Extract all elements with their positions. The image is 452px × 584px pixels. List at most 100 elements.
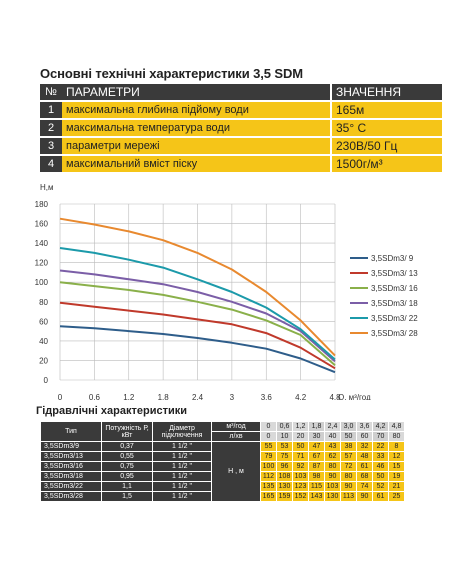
q-ls-cell: 60	[356, 431, 373, 442]
head-cell: 53	[276, 441, 293, 452]
hydraulic-table: Тип Потужність Р, кВт Діаметр підключення м…	[40, 421, 405, 502]
col-power: Потужність Р, кВт	[101, 421, 153, 442]
pump-diameter: 1 1/2 "	[152, 451, 212, 462]
series-line	[59, 281, 336, 367]
pump-diameter: 1 1/2 "	[152, 491, 212, 502]
head-cell: 67	[308, 451, 325, 462]
specs-value: 35° С	[331, 119, 442, 138]
head-cell: 74	[356, 481, 373, 492]
head-cell: 62	[324, 451, 341, 462]
specs-row: 4 максимальний вміст піску 1500г/м³	[40, 155, 442, 174]
specs-num: 1	[40, 101, 62, 120]
specs-header-num: №	[40, 84, 62, 102]
pump-curve-chart: 0 20 40 60 80 100 120 140 160 180 0 0,6 1,2 1,8 2,4 3 3,…	[35, 183, 419, 400]
q-ls-cell: 80	[388, 431, 405, 442]
head-cell: 47	[308, 441, 325, 452]
head-cell: 32	[356, 441, 373, 452]
head-cell: 8	[388, 441, 405, 452]
y-axis-label: H,м	[40, 183, 54, 192]
y-tick-label: 120	[35, 259, 49, 268]
legend-label: 3,5SDm3/ 13	[371, 269, 418, 278]
head-cell: 50	[372, 471, 389, 482]
q-m3-cell: 0,6	[276, 421, 293, 432]
head-cell: 92	[292, 461, 309, 472]
q-m3-cell: 2,4	[324, 421, 341, 432]
head-cell: 57	[340, 451, 357, 462]
series-line	[59, 269, 336, 363]
head-cell: 123	[292, 481, 309, 492]
specs-row: 1 максимальна глибина підйому води 165м	[40, 101, 442, 120]
head-cell: 130	[324, 491, 341, 502]
hydraulic-header-row: л/хв 0 10 20 30 40 50 60 70 80	[41, 431, 405, 442]
specs-param: максимальний вміст піску	[62, 155, 332, 174]
head-cell: 75	[276, 451, 293, 462]
pump-type: 3,5SDm3/9	[40, 441, 102, 452]
pump-power: 0,75	[101, 461, 153, 472]
specs-num: 3	[40, 137, 62, 156]
y-tick-label: 180	[35, 200, 49, 209]
table-row: 3,5SDm3/18 0,95 1 1/2 " 112 108 103 98 90 80 68 50…	[40, 471, 405, 482]
y-tick-label: 0	[44, 376, 49, 385]
head-cell: 165	[260, 491, 277, 502]
q-ls-cell: 40	[324, 431, 341, 442]
specs-value: 165м	[331, 101, 442, 120]
table-row: 3,5SDm3/9 0,37 1 1/2 " Н , м 55 53 50 47 43 38 32 2…	[40, 441, 405, 502]
x-tick-label: 1,8	[158, 393, 170, 400]
x-tick-label: 0	[58, 393, 63, 400]
unit-m3: м³/год	[211, 421, 261, 432]
head-cell: 33	[372, 451, 389, 462]
col-type: Тип	[40, 421, 102, 442]
legend-label: 3,5SDm3/ 28	[371, 329, 418, 338]
table-row: 3,5SDm3/28 1,5 1 1/2 " 165 159 152 143 130 113 90…	[40, 491, 405, 502]
q-m3-cell: 0	[260, 421, 277, 432]
head-cell: 68	[356, 471, 373, 482]
x-tick-label: 3	[230, 393, 235, 400]
head-cell: 135	[260, 481, 277, 492]
y-tick-label: 160	[35, 220, 49, 229]
x-axis-label: Q, м³/год	[338, 393, 371, 400]
head-cell: 38	[340, 441, 357, 452]
pump-diameter: 1 1/2 "	[152, 461, 212, 472]
head-cell: 48	[356, 451, 373, 462]
specs-num: 4	[40, 155, 62, 174]
head-cell: 96	[276, 461, 293, 472]
head-cell: 61	[372, 491, 389, 502]
head-cell: 143	[308, 491, 325, 502]
head-cell: 80	[324, 461, 341, 472]
q-ls-cell: 30	[308, 431, 325, 442]
hydraulic-title: Гідравлічні характеристики	[36, 405, 188, 417]
hydraulic-header-row: Тип Потужність Р, кВт Діаметр підключення м…	[40, 421, 405, 442]
pump-diameter: 1 1/2 "	[152, 471, 212, 482]
x-tick-label: 4,8	[329, 393, 341, 400]
q-m3-cell: 4,2	[372, 421, 389, 432]
x-tick-label: 3,6	[261, 393, 273, 400]
x-tick-label: 1,2	[123, 393, 135, 400]
unit-head: Н , м	[211, 441, 261, 502]
head-cell: 87	[308, 461, 325, 472]
pump-power: 0,95	[101, 471, 153, 482]
head-cell: 90	[340, 481, 357, 492]
head-cell: 19	[388, 471, 405, 482]
table-row: 3,5SDm3/16 0,75 1 1/2 " 100 96 92 87 80 72 61 46 15	[40, 461, 405, 472]
head-cell: 90	[324, 471, 341, 482]
y-tick-label: 80	[39, 298, 48, 307]
head-cell: 113	[340, 491, 357, 502]
series-line	[59, 247, 336, 361]
x-tick-label: 2,4	[192, 393, 204, 400]
pump-type: 3,5SDm3/28	[40, 491, 102, 502]
head-cell: 112	[260, 471, 277, 482]
y-tick-label: 60	[39, 317, 48, 326]
y-tick-label: 20	[39, 356, 48, 365]
y-tick-label: 40	[39, 337, 48, 346]
q-m3-cell: 1,8	[308, 421, 325, 432]
head-cell: 21	[388, 481, 405, 492]
x-tick-label: 4,2	[295, 393, 307, 400]
unit-ls: л/хв	[211, 431, 261, 442]
specs-table: № ПАРАМЕТРИ ЗНАЧЕННЯ 1 максимальна глиби…	[40, 84, 442, 174]
head-cell: 46	[372, 461, 389, 472]
head-cell: 22	[372, 441, 389, 452]
head-cell: 43	[324, 441, 341, 452]
head-cell: 115	[308, 481, 325, 492]
specs-param: максимальна температура води	[62, 119, 332, 138]
legend-label: 3,5SDm3/ 22	[371, 314, 418, 323]
